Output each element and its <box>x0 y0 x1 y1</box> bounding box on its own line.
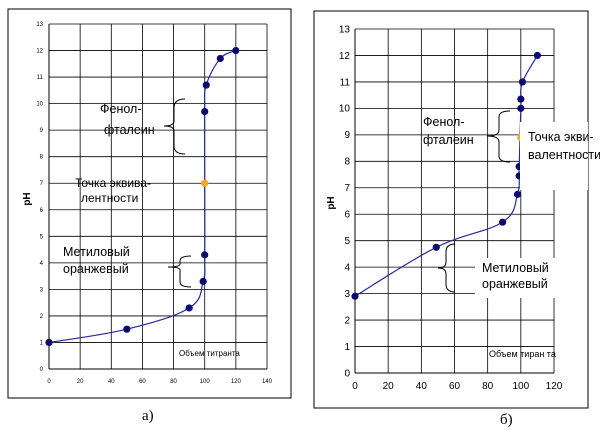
chart-a-annotation-methyl-orange-line2: оранжевый <box>63 262 129 276</box>
chart-1-data-point <box>432 243 440 251</box>
chart-1-data-point <box>518 78 527 86</box>
chart-0-y-tick-label: 11 <box>37 75 44 81</box>
chart-0-data-point <box>123 325 131 333</box>
panel-a-annotations: Фенол- фталеин Точка эквива- лентности М… <box>63 98 192 288</box>
chart-a-annotation-equivalence-line2: лентности <box>81 191 138 205</box>
chart-0-x-tick-label: 60 <box>139 379 146 385</box>
chart-1-y-tick-label: 8 <box>344 157 350 168</box>
chart-0-y-tick-label: 4 <box>40 261 44 267</box>
chart-1-y-tick-label: 11 <box>340 77 351 88</box>
chart-1-x-tick-label: 120 <box>546 381 563 392</box>
chart-1-y-axis-label: pH <box>326 196 337 209</box>
chart-1-y-tick-label: 3 <box>344 289 350 300</box>
chart-1-x-tick-label: 40 <box>416 381 428 392</box>
chart-1-x-tick-label: 0 <box>352 381 358 392</box>
chart-0-y-tick-label: 0 <box>40 367 44 373</box>
chart-b-brace-methyl-orange <box>437 243 456 293</box>
chart-b-equivalence-label-box <box>520 122 588 190</box>
panel-b-label: б) <box>500 412 513 428</box>
chart-0-x-tick-label: 100 <box>200 379 211 385</box>
chart-0-y-tick-label: 10 <box>36 102 43 108</box>
chart-b-annotation-phenolphthalein-line2: фталеин <box>423 133 474 147</box>
chart-0-y-axis-label: pH <box>22 192 33 205</box>
chart-0-x-tick-label: 20 <box>77 379 84 385</box>
chart-0-y-tick-label: 9 <box>40 128 44 134</box>
chart-1-data-point <box>513 190 522 198</box>
chart-0-data-point <box>199 277 207 286</box>
chart-1-y-tick-label: 12 <box>339 51 351 62</box>
chart-0-x-tick-label: 40 <box>108 379 115 385</box>
chart-0-data-point <box>202 81 210 89</box>
chart-0-y-tick-label: 8 <box>40 155 44 161</box>
chart-0-x-tick-label: 80 <box>170 379 177 385</box>
chart-a-brace-phenolphthalein <box>163 98 186 155</box>
chart-0-equivalence-point <box>201 179 209 187</box>
chart-0-data-point <box>201 107 209 116</box>
chart-1-y-tick-label: 13 <box>339 24 351 35</box>
chart-1-data-point <box>517 104 525 112</box>
chart-0-data-point <box>201 251 209 259</box>
chart-1-y-tick-label: 6 <box>344 210 350 221</box>
chart-1-y-tick-label: 9 <box>344 130 350 141</box>
chart-0-data-point <box>216 54 224 63</box>
chart-0-y-tick-label: 12 <box>36 49 43 55</box>
chart-1-y-tick-label: 4 <box>344 262 350 273</box>
chart-0-data-point <box>185 304 193 312</box>
chart-0-y-tick-label: 3 <box>40 287 44 293</box>
chart-1-data-point <box>533 51 542 60</box>
chart-1-x-tick-label: 100 <box>512 381 529 392</box>
chart-1-y-tick-label: 5 <box>344 236 350 247</box>
chart-b-methyl-label-box <box>475 258 557 298</box>
chart-0-y-tick-label: 1 <box>40 340 44 346</box>
chart-0-data-point <box>45 338 53 347</box>
chart-0-data-point <box>232 46 240 55</box>
chart-0-y-tick-label: 2 <box>40 314 44 320</box>
chart-1-x-tick-label: 20 <box>383 381 395 392</box>
chart-a-brace-methyl-orange <box>167 255 192 288</box>
panel-a-label: а) <box>142 408 154 424</box>
chart-0-y-tick-label: 6 <box>40 208 44 214</box>
chart-a-annotation-phenolphthalein-line2: фталеин <box>104 123 155 137</box>
chart-b-annotation-methyl-orange-line2: оранжевый <box>482 277 548 291</box>
chart-0-y-tick-label: 5 <box>40 234 44 240</box>
chart-0-x-tick-label: 120 <box>231 379 242 385</box>
chart-0-titration-curve <box>48 49 237 344</box>
chart-a-annotation-phenolphthalein-line1: Фенол- <box>100 102 142 116</box>
chart-a-annotation-equivalence-line1: Точка эквива- <box>75 176 151 190</box>
chart-b-annotation-equivalence-line1: Точка экви- <box>528 130 594 144</box>
chart-0-x-axis-label: Объем титранта <box>179 349 240 358</box>
panel-a-frame <box>7 8 292 399</box>
chart-b-annotation-equivalence-line2: валентности <box>528 148 600 162</box>
chart-b-brace-phenolphthalein <box>486 110 511 163</box>
panel-b-annotations: Фенол- фталеин Точка экви- валентности М… <box>423 110 600 298</box>
chart-0-x-tick-label: 140 <box>262 379 273 385</box>
chart-1-y-tick-label: 2 <box>344 315 350 326</box>
chart-0-y-tick-label: 13 <box>36 22 43 28</box>
chart-b-annotation-phenolphthalein-line1: Фенол- <box>423 115 465 129</box>
chart-0-y-tick-label: 7 <box>40 181 44 187</box>
panel-b-frame <box>313 10 589 409</box>
chart-1-y-tick-label: 10 <box>339 104 351 115</box>
chart-0-x-tick-label: 0 <box>47 379 51 385</box>
chart-1-data-point <box>351 292 359 300</box>
chart-1-y-tick-label: 1 <box>344 342 350 353</box>
chart-1-y-tick-label: 0 <box>344 368 350 379</box>
chart-a-annotation-methyl-orange-line1: Метиловый <box>63 245 130 259</box>
chart-b-annotation-methyl-orange-line1: Метиловый <box>482 261 549 275</box>
chart-1-data-point <box>517 95 525 103</box>
chart-1-x-tick-label: 80 <box>482 381 494 392</box>
chart-1-x-tick-label: 60 <box>449 381 461 392</box>
chart-1-y-tick-label: 7 <box>344 183 350 194</box>
chart-1-x-axis-label: Объем тиран та <box>489 349 556 359</box>
chart-1-data-point <box>498 218 507 226</box>
